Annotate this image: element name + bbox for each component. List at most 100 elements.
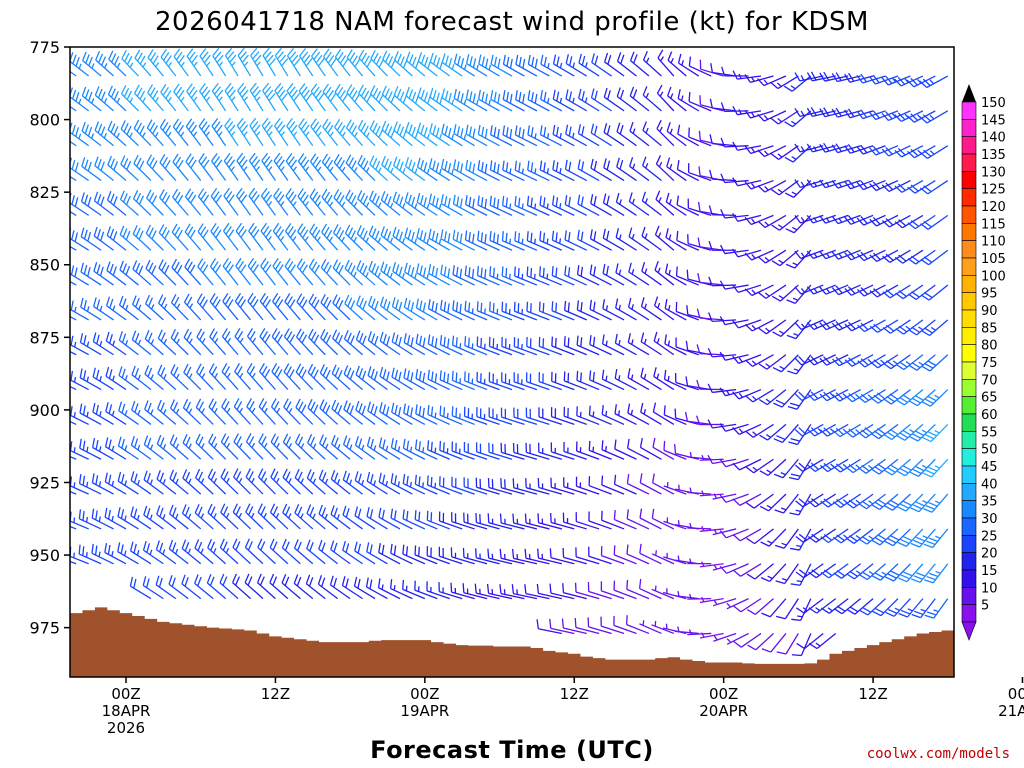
wind-barb bbox=[732, 141, 762, 151]
wind-barb bbox=[844, 319, 874, 332]
wind-barb bbox=[575, 476, 600, 495]
wind-barb bbox=[786, 284, 812, 304]
wind-barb bbox=[282, 433, 301, 460]
wind-barb bbox=[104, 543, 127, 565]
wind-barb bbox=[527, 125, 550, 147]
wind-barb bbox=[831, 72, 861, 83]
wind-barb bbox=[233, 398, 252, 425]
wind-barb bbox=[157, 399, 177, 425]
wind-barb bbox=[236, 187, 252, 216]
wind-barb bbox=[261, 152, 276, 181]
wind-barb bbox=[224, 82, 239, 112]
credit-text[interactable]: coolwx.com/models bbox=[867, 746, 1010, 762]
wind-barb bbox=[309, 188, 326, 216]
colorbar-swatch bbox=[961, 119, 977, 137]
wind-barb bbox=[549, 583, 575, 600]
wind-barb bbox=[921, 354, 949, 372]
wind-barb bbox=[831, 143, 861, 154]
wind-barb bbox=[788, 424, 812, 446]
wind-barb bbox=[355, 400, 376, 425]
wind-barb bbox=[295, 398, 314, 425]
wind-barb bbox=[794, 143, 824, 153]
wind-barb bbox=[70, 70, 77, 77]
wind-barb bbox=[93, 226, 114, 251]
wind-barb bbox=[761, 598, 787, 618]
wind-barb bbox=[538, 407, 563, 426]
wind-barb bbox=[104, 437, 127, 460]
wind-barb bbox=[158, 259, 177, 286]
wind-barb bbox=[590, 158, 612, 182]
wind-barb bbox=[806, 143, 836, 153]
wind-barb bbox=[687, 629, 712, 636]
wind-barb bbox=[744, 109, 774, 119]
y-axis: 775 800 825 850 875 900 925 950 975 bbox=[29, 38, 70, 638]
wind-barb bbox=[551, 230, 575, 251]
wind-barb bbox=[330, 540, 351, 565]
wind-barb bbox=[699, 490, 724, 497]
x-tick-label: 19APR bbox=[400, 702, 449, 720]
wind-barb bbox=[831, 249, 861, 260]
colorbar-swatch bbox=[961, 448, 977, 467]
wind-barb bbox=[94, 121, 114, 147]
wind-barb bbox=[368, 225, 388, 251]
wind-barb bbox=[343, 400, 363, 425]
wind-barb bbox=[859, 598, 886, 616]
wind-barb bbox=[562, 512, 587, 530]
wind-barb bbox=[380, 226, 401, 251]
wind-barb bbox=[656, 119, 675, 147]
wind-barb bbox=[235, 222, 252, 251]
wind-barb bbox=[677, 53, 700, 77]
wind-barb bbox=[783, 75, 812, 92]
wind-barb bbox=[833, 528, 861, 544]
wind-barb bbox=[284, 293, 301, 321]
wind-barb bbox=[908, 389, 936, 407]
wind-barb bbox=[844, 179, 874, 190]
wind-barb bbox=[794, 107, 824, 117]
wind-barb bbox=[237, 47, 252, 77]
wind-barb bbox=[248, 222, 264, 251]
wind-barb bbox=[210, 223, 227, 251]
wind-barb bbox=[772, 354, 799, 373]
wind-barb bbox=[527, 90, 550, 112]
wind-barb bbox=[924, 598, 949, 619]
wind-barb bbox=[208, 363, 227, 391]
wind-barb bbox=[390, 473, 413, 495]
wind-barb bbox=[298, 118, 314, 147]
wind-barb bbox=[132, 189, 152, 216]
wind-barb bbox=[70, 210, 77, 216]
wind-barb bbox=[589, 229, 612, 251]
colorbar-label: 40 bbox=[981, 477, 998, 492]
x-tick-label: 20APR bbox=[699, 702, 748, 720]
wind-barb bbox=[688, 92, 712, 112]
wind-barb bbox=[919, 110, 949, 124]
wind-barb bbox=[331, 329, 351, 356]
wind-barb bbox=[806, 284, 836, 295]
wind-barb bbox=[539, 125, 563, 147]
wind-barb bbox=[273, 187, 289, 216]
x-axis: 00Z18APR202612Z00Z19APR12Z00Z20APR12Z00Z… bbox=[102, 677, 1024, 737]
wind-barb bbox=[118, 401, 139, 425]
wind-barb bbox=[438, 511, 463, 530]
y-tick-label: 800 bbox=[29, 111, 60, 130]
wind-barb bbox=[489, 301, 513, 321]
wind-barb bbox=[104, 507, 127, 530]
wind-barb bbox=[331, 399, 351, 425]
wind-barb bbox=[785, 249, 812, 269]
wind-barb bbox=[919, 180, 949, 195]
wind-barb bbox=[919, 145, 949, 159]
wind-barb bbox=[106, 191, 127, 216]
wind-barb bbox=[664, 334, 687, 356]
wind-barb bbox=[475, 477, 500, 495]
wind-barb bbox=[601, 510, 625, 530]
wind-barb bbox=[158, 294, 177, 321]
colorbar-swatch bbox=[961, 379, 977, 397]
wind-barb bbox=[439, 370, 463, 391]
wind-barb bbox=[248, 152, 264, 181]
x-tick-label: 12Z bbox=[858, 685, 887, 703]
wind-barb bbox=[307, 363, 326, 391]
wind-barb bbox=[626, 579, 650, 600]
wind-barb bbox=[746, 528, 774, 545]
wind-barb bbox=[105, 331, 127, 356]
wind-barb bbox=[688, 127, 712, 147]
wind-barb bbox=[574, 582, 600, 600]
